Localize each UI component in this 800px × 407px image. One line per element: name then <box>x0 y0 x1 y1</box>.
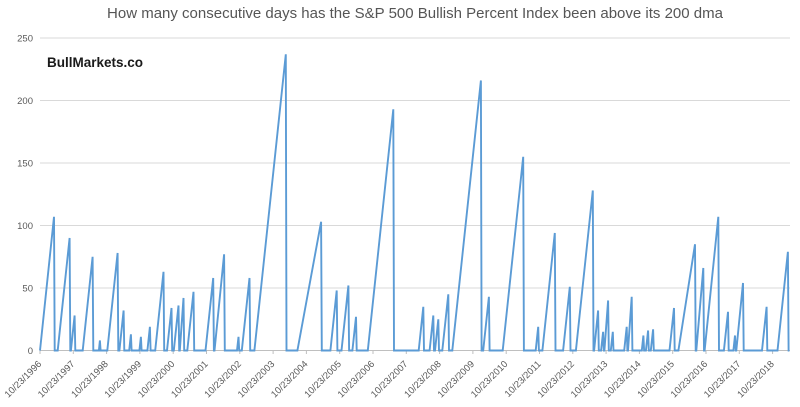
streak-series-line <box>39 54 790 352</box>
y-axis-tick-label: 100 <box>17 221 33 232</box>
y-axis-tick-label: 200 <box>17 96 33 107</box>
y-axis-tick-label: 0 <box>28 346 33 357</box>
y-axis-tick-label: 50 <box>22 284 33 295</box>
brand-watermark: BullMarkets.co <box>47 55 144 70</box>
y-axis-tick-label: 150 <box>17 159 33 170</box>
chart-title: How many consecutive days has the S&P 50… <box>107 5 723 22</box>
y-axis-tick-label: 250 <box>17 34 33 45</box>
